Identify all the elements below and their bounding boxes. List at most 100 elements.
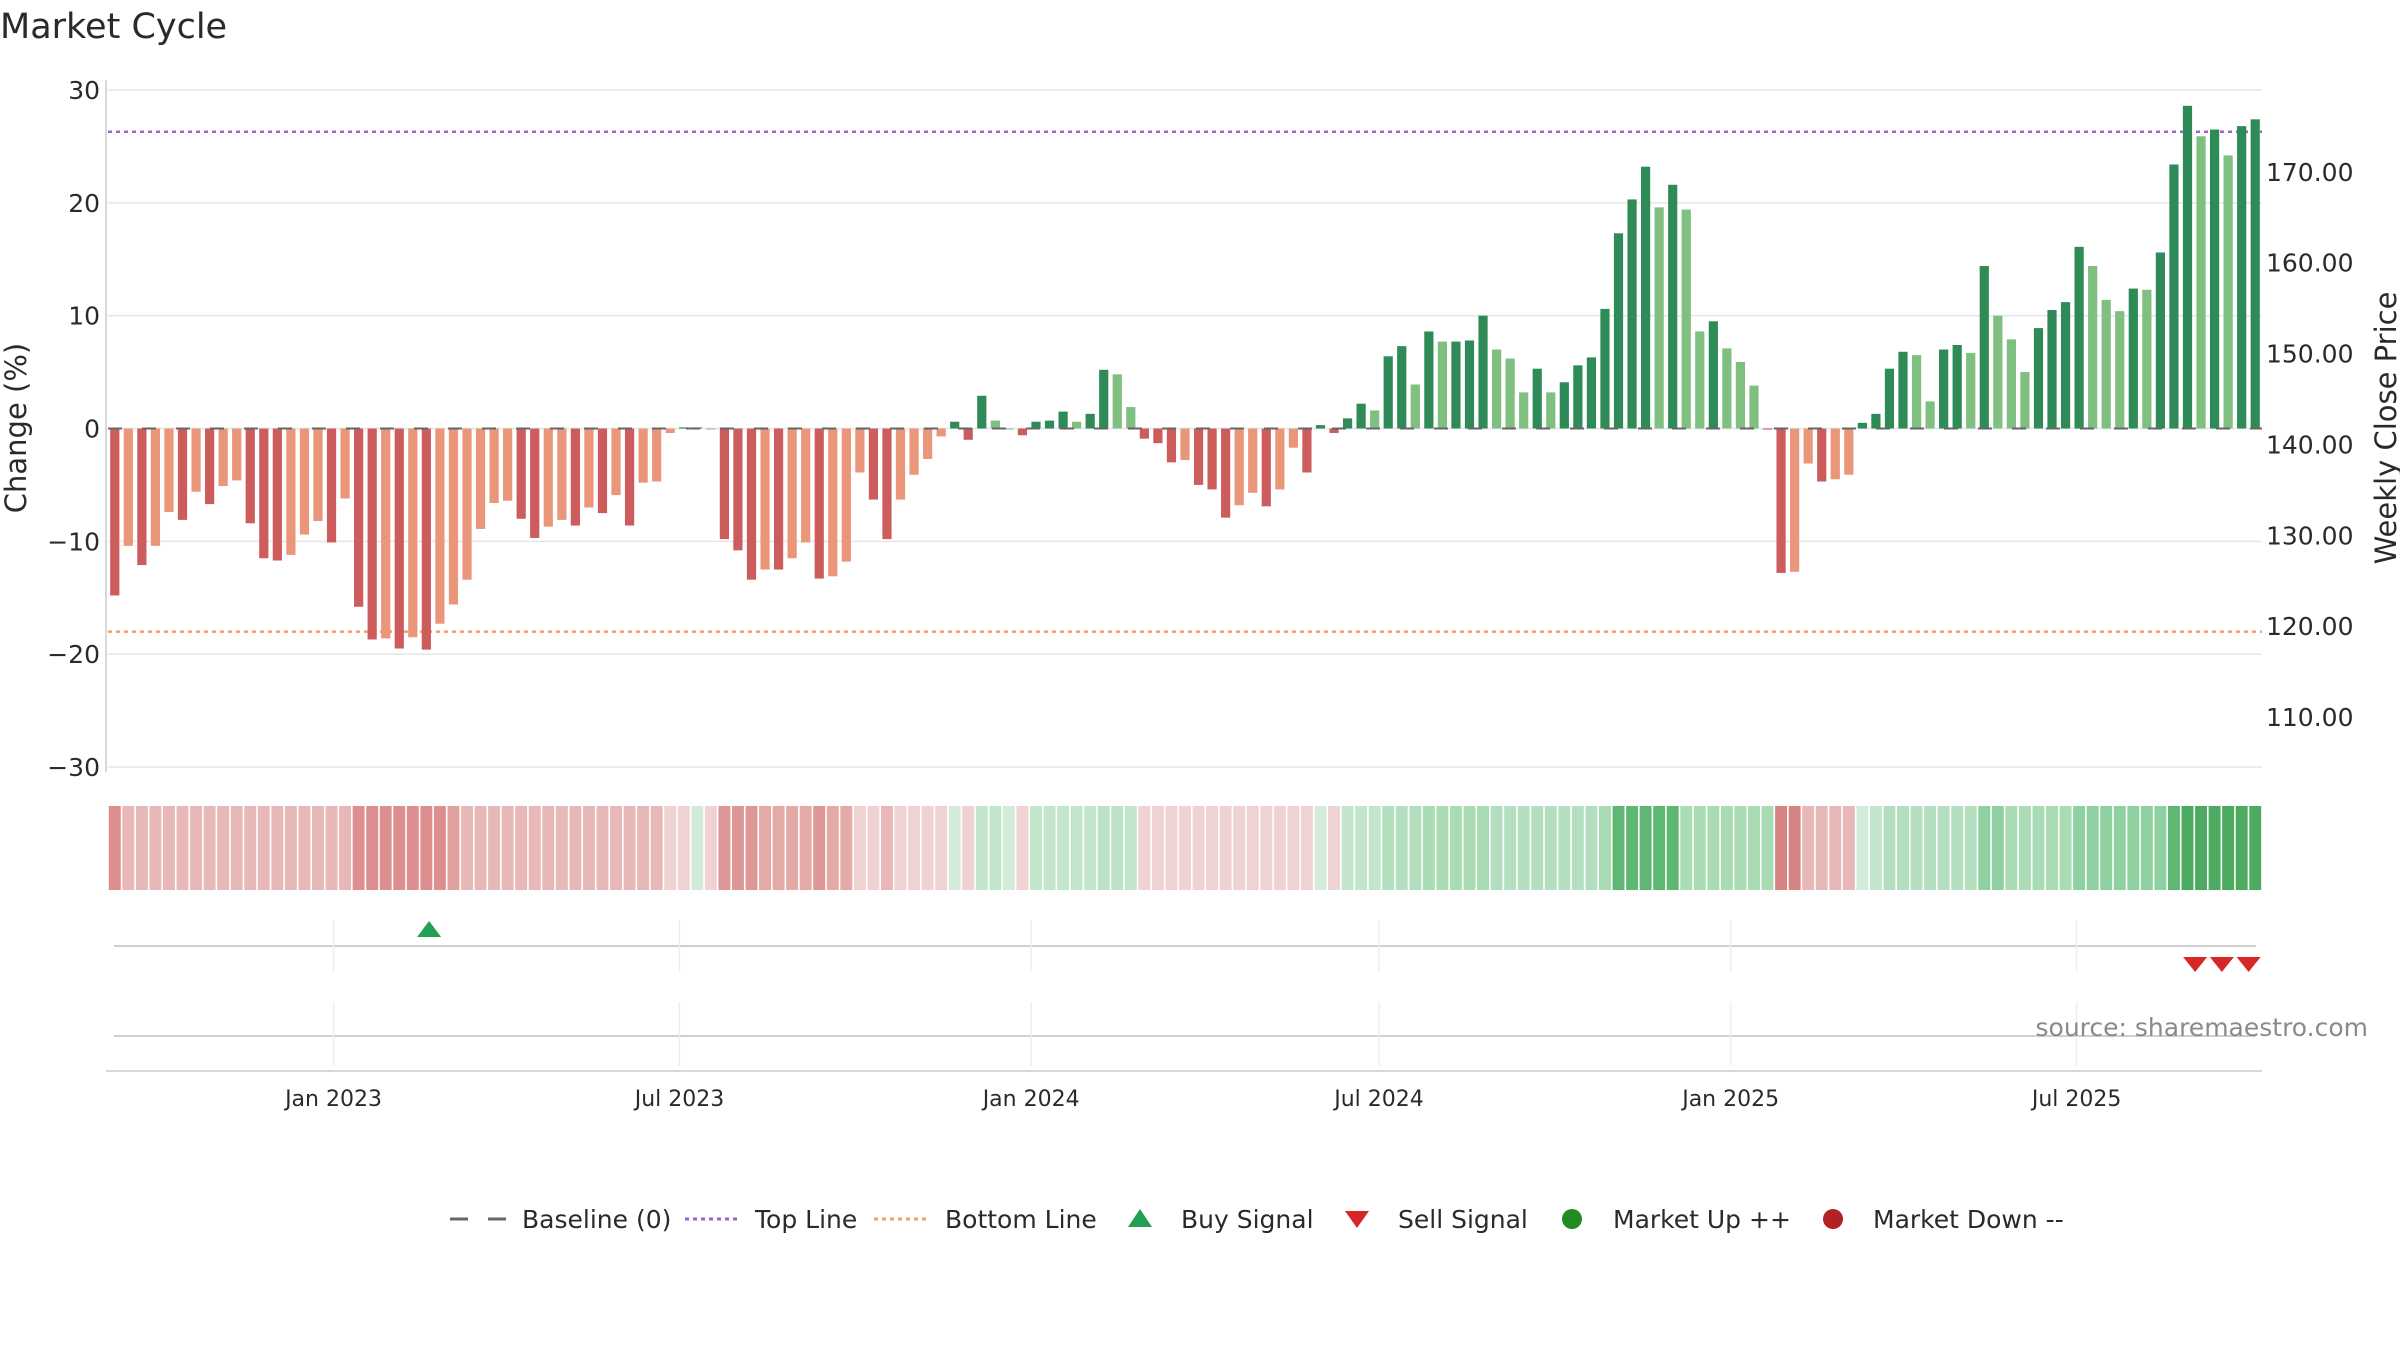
intensity-cell — [1531, 806, 1544, 890]
intensity-cell — [1680, 806, 1693, 890]
intensity-cell — [935, 806, 948, 890]
intensity-cell — [393, 806, 406, 890]
bar — [489, 428, 499, 503]
intensity-cell — [203, 806, 216, 890]
bar — [1126, 407, 1136, 429]
intensity-cell — [1477, 806, 1490, 890]
intensity-cell — [542, 806, 555, 890]
bar — [882, 428, 892, 540]
bar — [503, 428, 513, 501]
intensity-cell — [677, 806, 690, 890]
intensity-cell — [596, 806, 609, 890]
intensity-cell — [1517, 806, 1530, 890]
intensity-cell — [2086, 806, 2099, 890]
intensity-cell — [217, 806, 230, 890]
intensity-cell — [759, 806, 772, 890]
bar — [1627, 199, 1637, 429]
bar — [746, 428, 757, 580]
intensity-cell — [122, 806, 135, 890]
bar — [354, 428, 364, 607]
intensity-cell — [2073, 806, 2086, 890]
bar — [1911, 355, 1922, 429]
intensity-cell — [1720, 806, 1733, 890]
bar — [1058, 411, 1068, 429]
bar — [1370, 410, 1380, 429]
legend-label: Buy Signal — [1181, 1205, 1314, 1234]
intensity-cell — [2059, 806, 2072, 890]
sell-signal-marker — [2183, 957, 2208, 972]
intensity-cell — [501, 806, 514, 890]
bar — [1031, 421, 1041, 429]
intensity-cell — [1585, 806, 1598, 890]
bar — [2006, 339, 2016, 429]
source-text: source: sharemaestro.com — [2036, 1013, 2369, 1042]
bar — [801, 428, 811, 543]
intensity-cell — [1355, 806, 1368, 890]
y2-tick-label: 170.00 — [2266, 158, 2353, 187]
intensity-cell — [1233, 806, 1246, 890]
intensity-cell — [1802, 806, 1815, 890]
intensity-cell — [1246, 806, 1259, 890]
bar — [1790, 428, 1800, 572]
bar — [1722, 348, 1732, 429]
intensity-cell — [772, 806, 785, 890]
intensity-cell — [1883, 806, 1896, 890]
intensity-cell — [745, 806, 758, 890]
intensity-cell — [1666, 806, 1679, 890]
x-tick-label: Jan 2023 — [283, 1087, 382, 1112]
intensity-cell — [2249, 806, 2262, 890]
intensity-cell — [894, 806, 907, 890]
intensity-cell — [176, 806, 189, 890]
bar — [2250, 119, 2260, 429]
bar — [611, 428, 621, 496]
legend-item-buy: Buy Signal — [1128, 1205, 1314, 1234]
intensity-cell — [2100, 806, 2113, 890]
bar — [922, 428, 933, 459]
intensity-cell — [650, 806, 663, 890]
intensity-cell — [1978, 806, 1991, 890]
x-axis-ticks: Jan 2023 Jul 2023 Jan 2024 Jul 2024 Jan 2025… — [283, 1087, 2121, 1112]
intensity-cell — [1328, 806, 1340, 890]
bar — [530, 428, 540, 538]
bar — [286, 428, 296, 555]
intensity-cell — [406, 806, 419, 890]
intensity-cell — [569, 806, 582, 890]
legend-label: Market Up ++ — [1613, 1205, 1791, 1234]
intensity-cell — [1544, 806, 1557, 890]
intensity-cell — [921, 806, 934, 890]
intensity-cell — [1436, 806, 1449, 890]
intensity-cell — [1463, 806, 1476, 890]
intensity-cell — [1693, 806, 1706, 890]
bar — [1315, 425, 1326, 429]
bar — [245, 428, 255, 524]
bar — [1803, 428, 1813, 464]
bar — [665, 428, 675, 434]
bar — [1288, 428, 1298, 448]
bar — [1898, 351, 1908, 429]
intensity-cell — [339, 806, 352, 890]
bar — [1749, 385, 1759, 429]
y-tick-label: 0 — [84, 415, 100, 444]
bar — [1532, 368, 1542, 429]
bar — [1546, 392, 1556, 429]
intensity-cell — [2140, 806, 2153, 890]
intensity-cell — [1395, 806, 1408, 890]
bar — [2074, 246, 2084, 429]
bar — [2088, 266, 2098, 429]
bar — [394, 428, 404, 649]
intensity-cell — [840, 806, 853, 890]
intensity-cell — [1842, 806, 1855, 890]
intensity-cell — [1111, 806, 1124, 890]
bar — [123, 428, 133, 546]
intensity-cell — [1314, 806, 1327, 890]
bar — [204, 428, 215, 505]
bar — [1234, 428, 1244, 506]
intensity-cell — [2113, 806, 2126, 890]
intensity-cell — [1653, 806, 1666, 890]
intensity-cell — [555, 806, 568, 890]
y-tick-label: 20 — [68, 189, 100, 218]
bar — [408, 428, 418, 638]
chart-legend: Baseline (0) Top Line Bottom Line Buy Signa… — [450, 1205, 2064, 1234]
intensity-cell — [799, 806, 812, 890]
